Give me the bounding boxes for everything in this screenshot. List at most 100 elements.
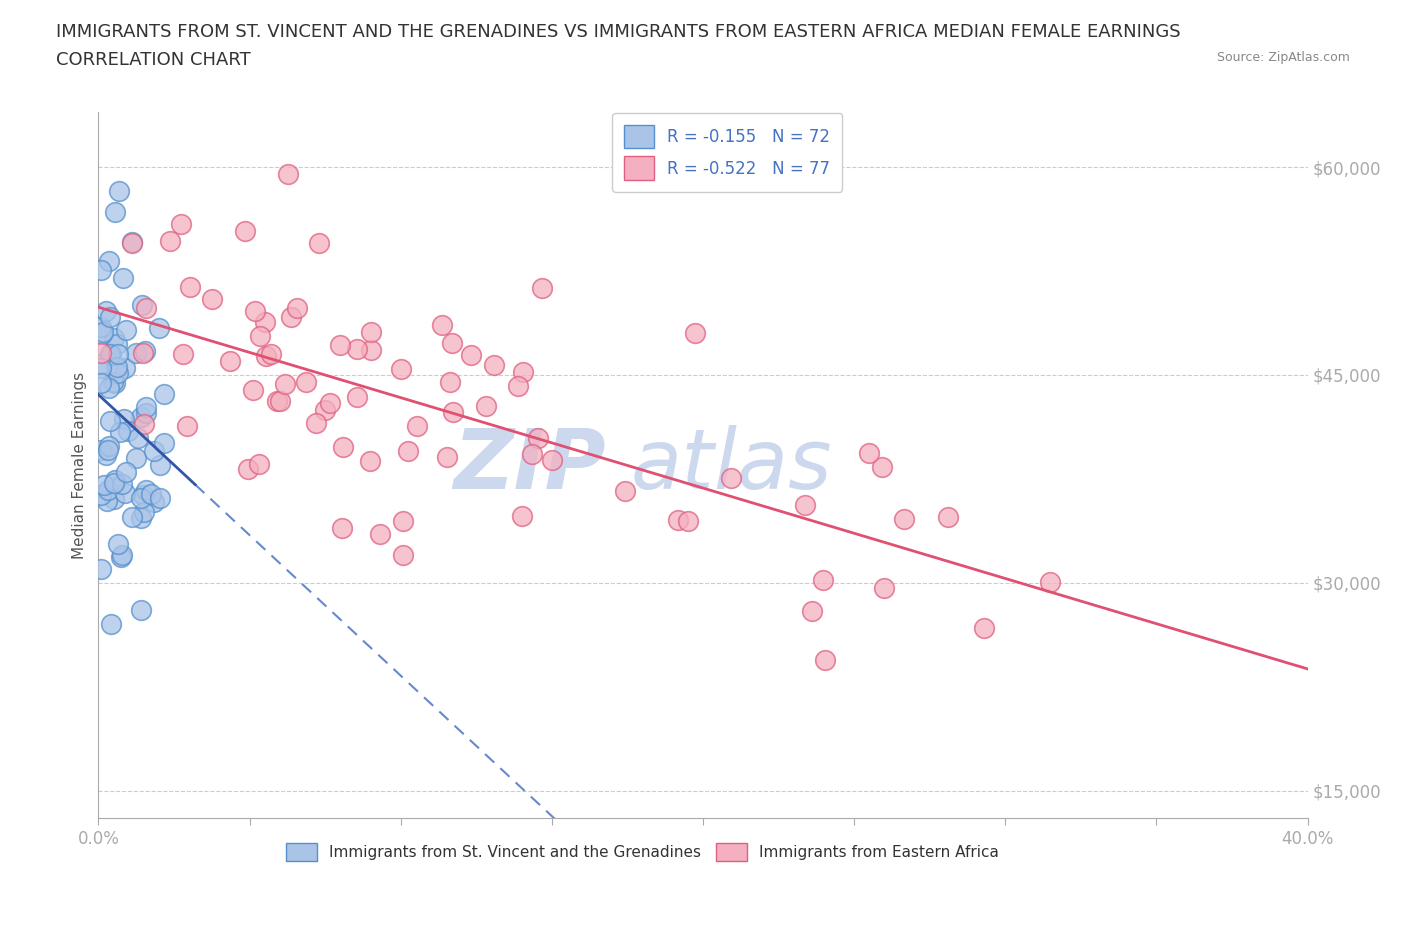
Point xyxy=(436,449,458,464)
Point xyxy=(522,446,544,461)
Point xyxy=(440,335,463,350)
Point xyxy=(295,375,318,390)
Point xyxy=(314,402,336,417)
Point xyxy=(98,310,121,325)
Point xyxy=(475,399,498,414)
Point xyxy=(370,526,392,541)
Point xyxy=(131,511,153,525)
Point xyxy=(112,271,135,286)
Point xyxy=(893,512,915,526)
Point xyxy=(97,443,120,458)
Point xyxy=(814,653,837,668)
Point xyxy=(90,262,112,277)
Point xyxy=(117,424,139,439)
Text: IMMIGRANTS FROM ST. VINCENT AND THE GRENADINES VS IMMIGRANTS FROM EASTERN AFRICA: IMMIGRANTS FROM ST. VINCENT AND THE GREN… xyxy=(56,23,1181,41)
Point xyxy=(90,561,112,576)
Legend: Immigrants from St. Vincent and the Grenadines, Immigrants from Eastern Africa: Immigrants from St. Vincent and the Gren… xyxy=(280,836,1005,868)
Point xyxy=(100,348,122,363)
Point xyxy=(132,416,155,431)
Point xyxy=(541,453,564,468)
Point xyxy=(114,360,136,375)
Point xyxy=(973,620,995,635)
Point xyxy=(280,310,302,325)
Point xyxy=(531,281,554,296)
Point xyxy=(90,442,112,457)
Point xyxy=(811,572,834,587)
Point xyxy=(432,317,454,332)
Point xyxy=(938,510,960,525)
Point xyxy=(135,482,157,497)
Point xyxy=(111,477,134,492)
Point xyxy=(443,405,465,419)
Point xyxy=(107,347,129,362)
Point xyxy=(114,485,136,500)
Point xyxy=(101,375,124,390)
Point xyxy=(683,326,706,340)
Point xyxy=(794,498,817,512)
Point xyxy=(103,330,125,345)
Point xyxy=(249,328,271,343)
Point xyxy=(91,325,114,339)
Point xyxy=(510,509,533,524)
Y-axis label: Median Female Earnings: Median Female Earnings xyxy=(72,371,87,559)
Point xyxy=(330,521,353,536)
Point xyxy=(127,430,149,445)
Point xyxy=(247,456,270,471)
Point xyxy=(439,375,461,390)
Point xyxy=(107,365,129,380)
Point xyxy=(125,346,148,361)
Point xyxy=(176,418,198,433)
Point xyxy=(308,235,330,250)
Point xyxy=(115,465,138,480)
Point xyxy=(218,353,240,368)
Point xyxy=(135,300,157,315)
Point xyxy=(132,504,155,519)
Point xyxy=(131,298,153,312)
Point xyxy=(107,537,129,551)
Point xyxy=(801,604,824,618)
Point xyxy=(179,279,201,294)
Point xyxy=(90,487,112,502)
Point xyxy=(96,304,118,319)
Point xyxy=(135,400,157,415)
Point xyxy=(94,447,117,462)
Point xyxy=(132,345,155,360)
Point xyxy=(135,405,157,420)
Point xyxy=(236,462,259,477)
Point xyxy=(149,490,172,505)
Point xyxy=(121,510,143,525)
Point xyxy=(527,431,550,445)
Point xyxy=(93,477,115,492)
Point xyxy=(460,348,482,363)
Point xyxy=(392,513,415,528)
Point xyxy=(242,383,264,398)
Point xyxy=(170,217,193,232)
Point xyxy=(391,548,413,563)
Point xyxy=(254,349,277,364)
Text: ZIP: ZIP xyxy=(454,424,606,506)
Point xyxy=(96,494,118,509)
Point xyxy=(121,236,143,251)
Point xyxy=(108,183,131,198)
Point xyxy=(132,487,155,502)
Point xyxy=(98,414,121,429)
Point xyxy=(233,223,256,238)
Point xyxy=(332,439,354,454)
Point xyxy=(346,390,368,405)
Text: CORRELATION CHART: CORRELATION CHART xyxy=(56,51,252,69)
Point xyxy=(858,445,880,460)
Point xyxy=(90,357,112,372)
Point xyxy=(103,475,125,490)
Point xyxy=(159,233,181,248)
Point xyxy=(104,205,127,219)
Point xyxy=(676,513,699,528)
Point xyxy=(143,495,166,510)
Point xyxy=(512,365,534,379)
Point xyxy=(97,438,120,453)
Point xyxy=(305,415,328,430)
Point xyxy=(129,409,152,424)
Point xyxy=(148,320,170,335)
Point xyxy=(143,444,166,458)
Point xyxy=(266,393,288,408)
Point xyxy=(139,486,162,501)
